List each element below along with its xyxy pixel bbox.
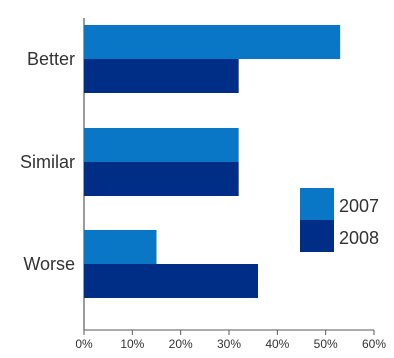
x-tick-label: 60% — [362, 337, 386, 351]
category-label-better: Better — [27, 49, 75, 69]
bar-similar-2007 — [84, 128, 239, 162]
bar-better-2008 — [84, 59, 239, 93]
bar-worse-2008 — [84, 264, 258, 298]
x-axis-ticks: 0% 10% 20% 30% 40% 50% 60% — [75, 330, 386, 351]
x-tick-label: 10% — [120, 337, 144, 351]
x-tick-label: 50% — [314, 337, 338, 351]
bars-layer — [84, 25, 341, 298]
bar-similar-2008 — [84, 162, 239, 196]
category-label-similar: Similar — [20, 152, 75, 172]
x-tick-label: 20% — [169, 337, 193, 351]
bar-worse-2007 — [84, 230, 157, 264]
legend-label-2007: 2007 — [339, 196, 379, 216]
bar-better-2007 — [84, 25, 341, 59]
legend-label-2008: 2008 — [339, 228, 379, 248]
legend: 2007 2008 — [300, 188, 379, 252]
x-tick-label: 40% — [265, 337, 289, 351]
legend-swatch-2007 — [300, 188, 334, 220]
category-labels: Better Similar Worse — [20, 49, 75, 274]
x-tick-label: 30% — [217, 337, 241, 351]
x-tick-label: 0% — [75, 337, 93, 351]
legend-swatch-2008 — [300, 220, 334, 252]
category-label-worse: Worse — [23, 254, 75, 274]
